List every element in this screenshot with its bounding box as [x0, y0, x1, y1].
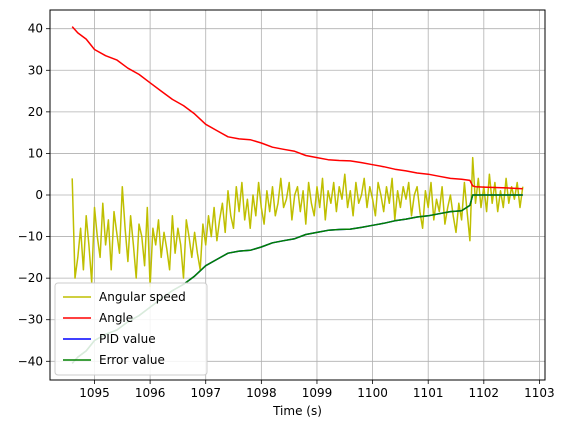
- y-tick-label: 30: [28, 63, 43, 77]
- series-line-angle: [71, 26, 523, 190]
- x-axis-ticks: 1095 1096 1097 1098 1099 1100 1101 1102 1103: [79, 380, 555, 400]
- y-tick-label: −10: [18, 230, 43, 244]
- x-tick-label: 1099: [302, 386, 333, 400]
- x-axis-label: Time (s): [272, 404, 322, 418]
- x-tick-label: 1101: [413, 386, 444, 400]
- x-tick-label: 1102: [469, 386, 500, 400]
- x-tick-label: 1098: [246, 386, 277, 400]
- y-tick-label: 0: [35, 188, 43, 202]
- y-tick-label: −40: [18, 354, 43, 368]
- series-line-angular-speed: [71, 156, 524, 288]
- legend: Angular speed Angle PID value Error value: [54, 282, 208, 376]
- y-tick-label: −20: [18, 271, 43, 285]
- x-tick-label: 1097: [190, 386, 221, 400]
- y-tick-label: −30: [18, 313, 43, 327]
- legend-box: [54, 282, 208, 376]
- y-tick-label: 40: [28, 22, 43, 36]
- y-tick-label: 20: [28, 105, 43, 119]
- legend-label-angular-speed: Angular speed: [99, 290, 186, 304]
- y-tick-label: 10: [28, 146, 43, 160]
- x-tick-label: 1103: [524, 386, 555, 400]
- x-tick-label: 1095: [79, 386, 110, 400]
- x-tick-label: 1096: [135, 386, 166, 400]
- x-tick-label: 1100: [357, 386, 388, 400]
- legend-label-angle: Angle: [99, 311, 133, 325]
- legend-label-error-value: Error value: [99, 353, 165, 367]
- legend-label-pid-value: PID value: [99, 332, 156, 346]
- y-axis-ticks: −40 −30 −20 −10 0 10 20 30 40: [18, 22, 50, 368]
